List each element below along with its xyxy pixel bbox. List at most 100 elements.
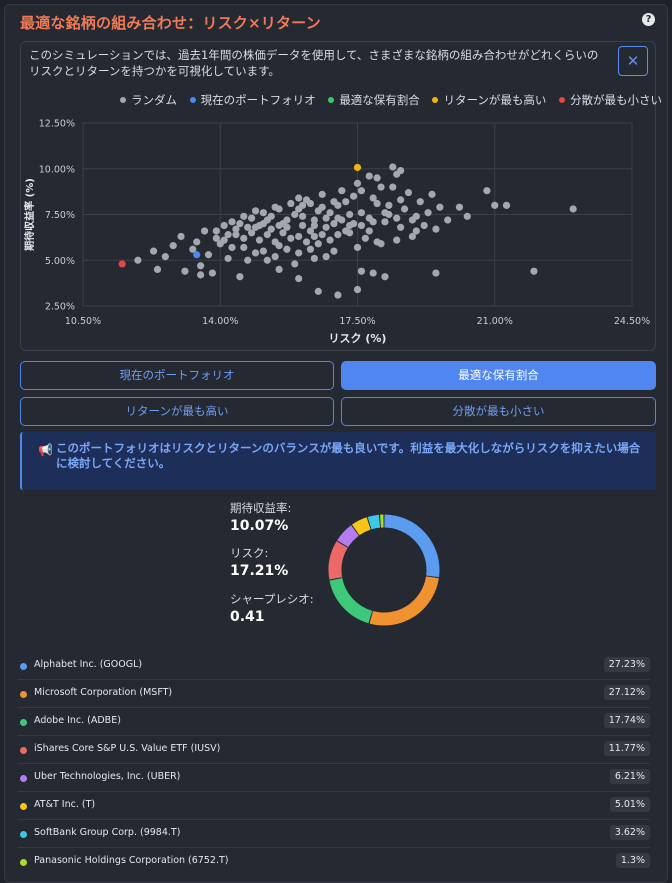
scatter-point: [251, 223, 260, 231]
holding-color-dot: [20, 831, 27, 838]
scatter-point: [295, 232, 303, 241]
scatter-point: [299, 221, 307, 230]
scatter-point: [318, 190, 326, 198]
scatter-point: [357, 267, 366, 275]
scatter-point: [259, 247, 267, 255]
scatter-point: [369, 194, 377, 202]
scatter-point: [314, 287, 322, 295]
holding-color-dot: [20, 775, 27, 782]
holding-row[interactable]: Microsoft Corporation (MSFT) 27.12%: [18, 680, 650, 708]
scatter-point: [295, 194, 303, 202]
optimal-allocation-button[interactable]: 最適な保有割合: [341, 361, 656, 390]
scatter-point: [365, 227, 373, 235]
current-portfolio-button[interactable]: 現在のポートフォリオ: [20, 361, 334, 390]
y-axis-label: 期待収益率 (%): [23, 178, 36, 251]
legend-dot-icon: [189, 96, 196, 103]
legend-item-optimal[interactable]: 最適な保有割合: [328, 92, 420, 108]
scatter-point: [334, 291, 342, 299]
scatter-point: [161, 252, 169, 261]
expand-chart-button[interactable]: ✕: [618, 46, 648, 76]
holding-name: Uber Technologies, Inc. (UBER): [34, 771, 181, 782]
risk-label: リスク:: [230, 546, 269, 560]
holding-name: iShares Core S&P U.S. Value ETF (IUSV): [34, 743, 221, 754]
holding-row[interactable]: Adobe Inc. (ADBE) 17.74%: [18, 708, 650, 736]
scatter-point: [310, 216, 318, 224]
holding-percentage: 6.21%: [609, 769, 650, 784]
holding-row[interactable]: AT&T Inc. (T) 5.01%: [18, 792, 650, 820]
holding-color-dot: [20, 747, 27, 754]
x-tick-label: 10.50%: [65, 316, 101, 327]
scatter-point: [287, 199, 295, 208]
legend-dot-icon: [432, 96, 439, 103]
scatter-point: [502, 201, 511, 209]
legend-label: 分散が最も小さい: [570, 93, 663, 107]
scatter-point: [373, 238, 381, 246]
scatter-point: [232, 225, 240, 233]
scatter-point: [569, 205, 577, 213]
scatter-point: [353, 285, 362, 294]
scatter-point: [330, 198, 338, 206]
legend-item-min-variance[interactable]: 分散が最も小さい: [559, 92, 662, 108]
scatter-point: [393, 236, 401, 244]
scatter-point: [310, 254, 318, 263]
scatter-point: [149, 247, 158, 255]
scatter-point: [436, 203, 444, 211]
scatter-point: [385, 201, 393, 209]
scatter-point: [236, 220, 244, 228]
holding-name: Adobe Inc. (ADBE): [34, 715, 121, 726]
scatter-point: [224, 231, 232, 239]
scatter-point: [420, 221, 428, 230]
scatter-point: [334, 231, 342, 239]
holding-row[interactable]: SoftBank Group Corp. (9984.T) 3.62%: [18, 820, 650, 848]
scatter-point: [228, 218, 236, 226]
holding-row[interactable]: Uber Technologies, Inc. (UBER) 6.21%: [18, 764, 650, 792]
scatter-point: [342, 198, 350, 206]
holding-row[interactable]: Panasonic Holdings Corporation (6752.T) …: [18, 848, 650, 876]
holding-color-dot: [20, 719, 27, 726]
scatter-point: [291, 210, 299, 219]
scatter-point: [530, 267, 538, 275]
scatter-point: [236, 273, 244, 281]
highest-return-button[interactable]: リターンが最も高い: [20, 397, 334, 426]
y-tick-label: 10.00%: [39, 164, 75, 175]
scatter-point: [412, 227, 420, 235]
scatter-point: [353, 163, 362, 172]
x-tick-label: 21.00%: [477, 316, 513, 327]
help-icon[interactable]: ?: [642, 13, 655, 26]
scatter-point: [306, 199, 315, 208]
holding-color-dot: [20, 663, 27, 670]
scatter-point: [408, 232, 416, 241]
scatter-point: [169, 242, 177, 250]
scatter-point: [338, 187, 346, 195]
holding-row[interactable]: iShares Core S&P U.S. Value ETF (IUSV) 1…: [18, 736, 650, 764]
scatter-point: [353, 179, 362, 187]
chart-legend: ランダム 現在のポートフォリオ 最適な保有割合 リターンが最も高い 分散が最も小…: [120, 92, 671, 108]
holding-name: Alphabet Inc. (GOOGL): [34, 659, 143, 670]
scatter-point: [357, 187, 366, 195]
holding-row[interactable]: Alphabet Inc. (GOOGL) 27.23%: [18, 652, 650, 680]
scatter-point: [357, 221, 366, 230]
recommendation-notice: 📢 このポートフォリオはリスクとリターンのバランスが最も良いです。利益を最大化し…: [20, 432, 656, 490]
y-tick-label: 2.50%: [45, 302, 75, 313]
scatter-point: [220, 236, 228, 244]
scatter-point: [251, 249, 260, 257]
scatter-point: [389, 163, 397, 171]
scatter-point: [381, 218, 389, 226]
legend-item-highest-return[interactable]: リターンが最も高い: [432, 92, 546, 108]
scatter-point: [318, 203, 326, 211]
scatter-point: [346, 229, 354, 237]
min-variance-button[interactable]: 分散が最も小さい: [341, 397, 656, 426]
scatter-point: [259, 209, 267, 217]
legend-item-current[interactable]: 現在のポートフォリオ: [189, 92, 316, 108]
legend-item-random[interactable]: ランダム: [120, 92, 177, 108]
scatter-point: [369, 269, 377, 277]
scatter-point: [365, 172, 373, 180]
scatter-point: [193, 238, 201, 246]
scatter-point: [322, 214, 330, 222]
scatter-point: [212, 227, 220, 235]
scatter-point: [346, 210, 354, 219]
risk-value: 17.21%: [230, 563, 289, 579]
scatter-point: [244, 256, 252, 264]
page-title: 最適な銘柄の組み合わせ：リスク×リターン: [20, 14, 321, 32]
scatter-point: [263, 216, 271, 224]
